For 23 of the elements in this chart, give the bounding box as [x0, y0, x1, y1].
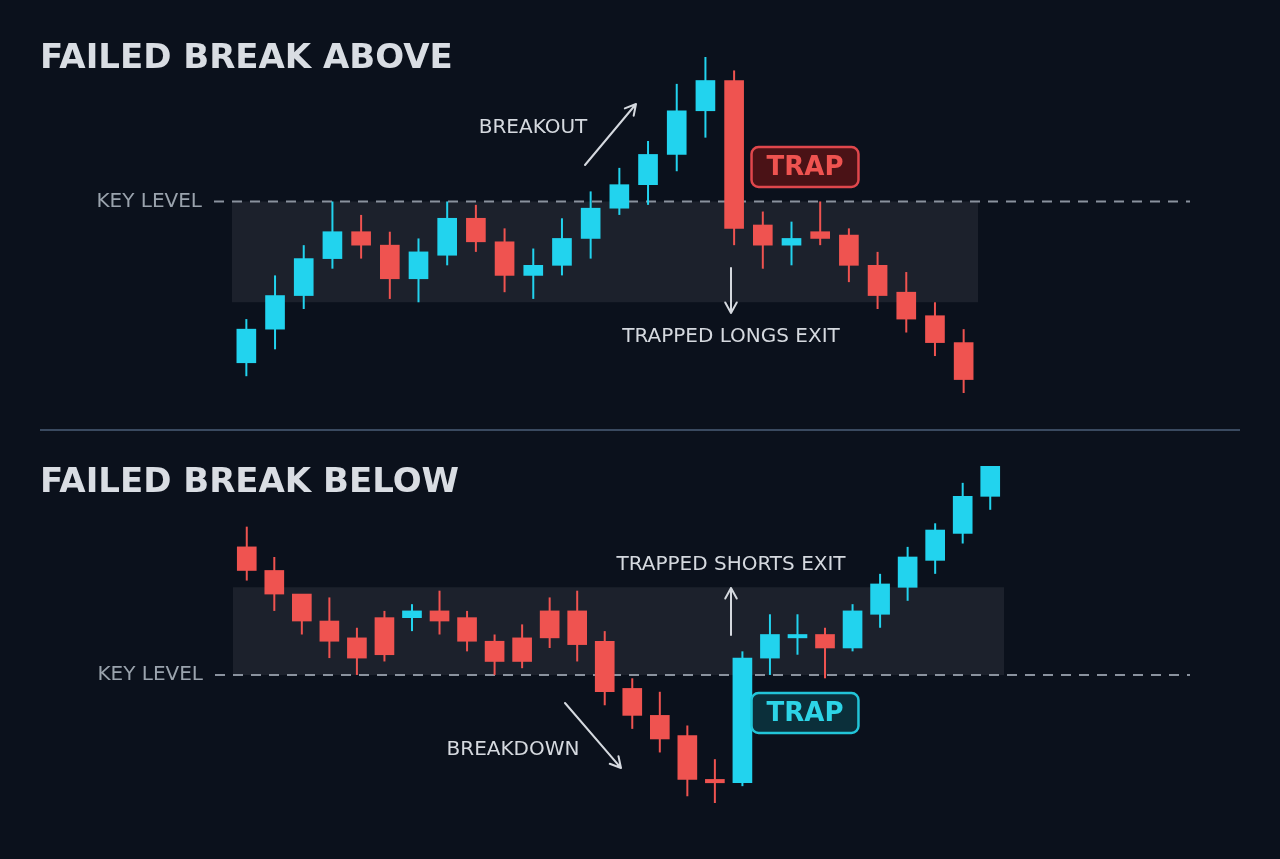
annotation: BREAKDOWN [446, 736, 580, 761]
candlestick [319, 596, 340, 660]
annotation: TRAPPED LONGS EXIT [621, 323, 841, 348]
chart-title: FAILED BREAK ABOVE [40, 36, 453, 76]
annotation: TRAP [766, 696, 844, 727]
annotation: BREAKOUT [478, 114, 589, 139]
candlestick [429, 589, 450, 636]
ref-line-label: KEY LEVEL [96, 187, 203, 212]
annotation: TRAPPED SHORTS EXIT [615, 551, 847, 576]
candlestick [523, 247, 544, 300]
chart-title: FAILED BREAK BELOW [40, 460, 460, 500]
annotation: TRAP [766, 150, 844, 181]
ref-line-label: KEY LEVEL [97, 661, 204, 686]
candlestick [351, 213, 371, 260]
candlestick [705, 758, 725, 804]
candlestick [815, 626, 835, 680]
candlestick [402, 603, 422, 633]
candlestick [484, 633, 505, 676]
candlestick [752, 210, 773, 270]
candlestick [781, 220, 802, 267]
candlestick [347, 626, 367, 676]
candlestick [787, 613, 808, 656]
candlestick [810, 200, 831, 247]
